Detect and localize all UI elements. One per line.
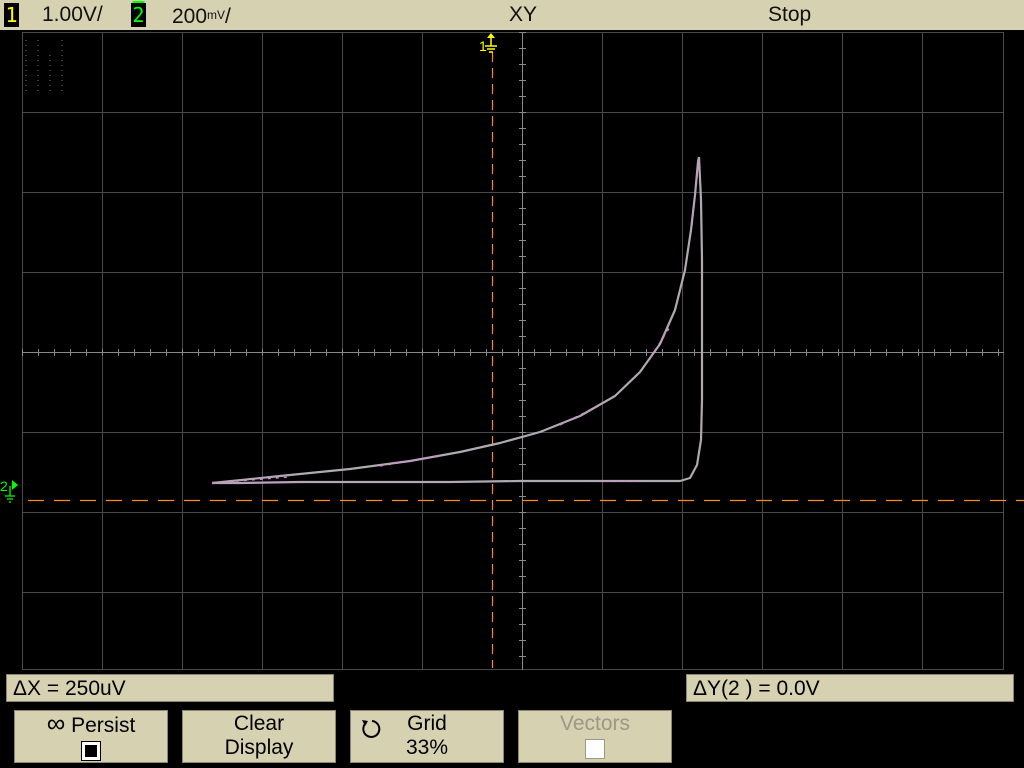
clear-display-line1: Clear: [233, 712, 285, 735]
vectors-label: Vectors: [559, 712, 631, 735]
channel-1-indicator[interactable]: 1: [4, 3, 19, 27]
channel-1-scale: 1.00V/: [42, 3, 103, 26]
persist-label-line: ∞ Persist: [15, 708, 167, 738]
status-bar: 1 1.00V/ 2 200mV/ XY Stop: [0, 0, 1024, 30]
channel-2-ground-marker: 2: [0, 478, 18, 503]
channel-1-marker-label: 1: [479, 38, 487, 54]
delta-y-readout: ΔY(2 ) = 0.0V: [686, 674, 1014, 702]
grid-label: Grid: [407, 712, 447, 735]
trace-highlight: [211, 159, 700, 484]
graticule-axes: [22, 32, 1004, 670]
graticule: [22, 32, 1004, 670]
vectors-checkbox[interactable]: [585, 739, 605, 759]
channel-2-scale-suffix: /: [225, 5, 231, 28]
channel-2-indicator[interactable]: 2: [131, 3, 146, 27]
checkbox-fill: [85, 745, 97, 757]
channel-2-scale-unit: mV: [207, 8, 226, 22]
persist-checkbox[interactable]: [81, 741, 101, 761]
channel-2-scale: 200mV/: [172, 2, 231, 30]
channel-2-marker-label: 2: [0, 478, 8, 494]
persistence-artifacts: [25, 40, 63, 95]
channel-1-ground-marker: 1: [479, 33, 497, 54]
axis-tick-marks: [22, 32, 999, 657]
persist-label: Persist: [71, 714, 136, 737]
grid-softkey[interactable]: Grid 33%: [350, 710, 504, 763]
grid-value: 33%: [405, 736, 449, 759]
xy-trace: [211, 156, 704, 485]
waveform-display: 1 2: [0, 32, 1024, 670]
clear-display-line2: Display: [224, 736, 294, 759]
delta-x-readout: ΔX = 250uV: [6, 674, 334, 702]
trace-return-branch: [212, 156, 704, 485]
axis-ticks: [22, 32, 999, 657]
rotate-knob-icon: [359, 717, 385, 746]
channel-2-scale-value: 200: [172, 5, 208, 28]
persist-softkey[interactable]: ∞ Persist: [14, 710, 168, 763]
infinity-icon: ∞: [46, 708, 66, 738]
run-state: Stop: [768, 3, 812, 26]
vectors-softkey[interactable]: Vectors: [518, 710, 672, 763]
display-mode: XY: [509, 3, 538, 26]
trace-upper-branch: [211, 156, 701, 485]
clear-display-softkey[interactable]: Clear Display: [182, 710, 336, 763]
